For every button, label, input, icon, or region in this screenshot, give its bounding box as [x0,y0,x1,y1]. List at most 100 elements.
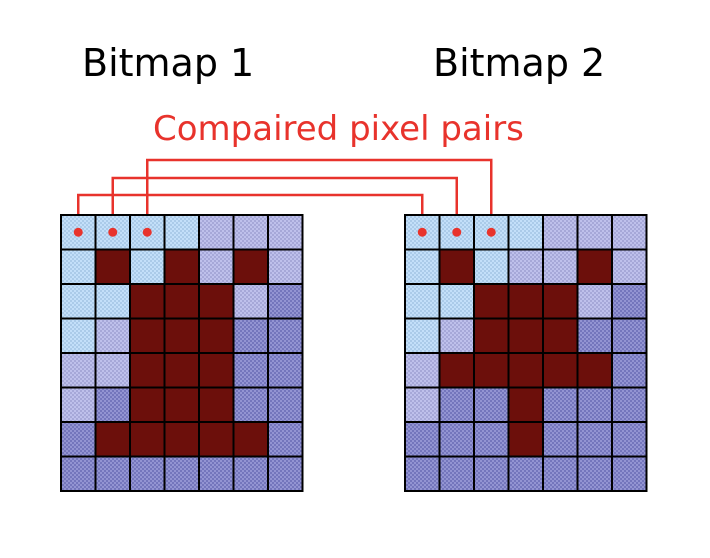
pixel-dither [234,388,267,421]
pixel-dither [62,423,95,456]
bitmap-2-pixel [507,317,544,354]
bitmap-1-grid [60,214,304,492]
pixel-dither [269,216,302,249]
pixel-dither [613,354,646,387]
bitmap-2-pixel [473,352,510,389]
bitmap-2-title: Bitmap 2 [433,41,605,85]
pixel-dither [440,457,473,490]
bitmap-2-pixel [576,352,613,389]
pixel-dither [269,285,302,318]
pixel-pair-marker [73,227,83,237]
pixel-dither [269,388,302,421]
pixel-dither [165,457,198,490]
pixel-pair-marker [486,227,496,237]
bitmap-1-pixel [198,386,235,423]
pixel-dither [96,354,129,387]
pixel-pair-marker [108,227,118,237]
pixel-pair-connectors [77,158,493,233]
pixel-dither [234,285,267,318]
pixel-dither [544,250,577,283]
bitmap-1-pixel [163,317,200,354]
pixel-dither [578,285,611,318]
pixel-dither [613,457,646,490]
pixel-dither [475,388,508,421]
pixel-dither [406,457,439,490]
pixel-dither [613,250,646,283]
bitmap-1-pixel [198,283,235,320]
pixel-pair-marker [417,227,427,237]
bitmap-1-pixel [163,386,200,423]
pixel-dither [200,457,233,490]
pixel-dither [234,354,267,387]
pixel-dither [131,457,164,490]
pixel-dither [544,388,577,421]
pixel-dither [96,285,129,318]
pixel-dither [96,319,129,352]
pixel-dither [475,423,508,456]
bitmap-1-title: Bitmap 1 [82,41,254,85]
pixel-pair-marker [142,227,152,237]
pixel-dither [406,250,439,283]
pixel-dither [509,457,542,490]
bitmap-2-grid [404,214,648,492]
pixel-dither [96,388,129,421]
pixel-dither [131,250,164,283]
pixel-dither [200,216,233,249]
pixel-dither [544,423,577,456]
bitmap-1-pixel [163,352,200,389]
bitmap-2-pixel [438,352,475,389]
bitmap-1-pixel [198,352,235,389]
bitmap-2-pixel [473,283,510,320]
pixel-pair-connector [77,193,424,233]
pixel-dither [234,457,267,490]
pixel-dither [578,457,611,490]
pixel-dither [62,354,95,387]
bitmap-2-pixel [438,248,475,285]
bitmap-2-pixel [576,248,613,285]
bitmap-1-pixel [129,283,166,320]
pixel-dither [544,457,577,490]
pixel-dither [62,319,95,352]
pixel-dither [269,457,302,490]
pixel-dither [269,354,302,387]
bitmap-2-pixel [507,352,544,389]
bitmap-1-pixel [94,248,131,285]
pixel-dither [613,285,646,318]
pixel-dither [406,388,439,421]
pixel-dither [406,423,439,456]
pixel-dither [544,216,577,249]
bitmap-1-pixel [129,421,166,458]
pixel-dither [578,319,611,352]
pixel-pair-markers [73,227,496,237]
pixel-dither [509,216,542,249]
pixel-dither [234,319,267,352]
bitmap-1-pixel [198,421,235,458]
pixel-dither [62,388,95,421]
pixel-dither [613,319,646,352]
pixel-dither [269,250,302,283]
bitmap-1-pixel [129,386,166,423]
bitmap-1-pixel [232,248,269,285]
bitmap-2-pixel [542,317,579,354]
pixel-dither [475,250,508,283]
bitmap-2-pixel [507,283,544,320]
pixel-dither [578,423,611,456]
pixel-pair-connector [146,158,493,233]
pixel-dither [96,457,129,490]
bitmap-2-pixel [542,283,579,320]
pixel-dither [613,423,646,456]
pixel-dither [475,457,508,490]
bitmap-1-pixel [232,421,269,458]
bitmap-2-pixel [473,317,510,354]
pixel-dither [509,250,542,283]
pixel-dither [440,423,473,456]
pixel-dither [578,388,611,421]
bitmap-1-pixel [163,421,200,458]
pixel-pair-connector [111,176,458,233]
pixel-dither [406,354,439,387]
bitmap-1-pixel [129,352,166,389]
pixel-dither [613,388,646,421]
bitmap-1-pixel [163,283,200,320]
pixel-dither [200,250,233,283]
